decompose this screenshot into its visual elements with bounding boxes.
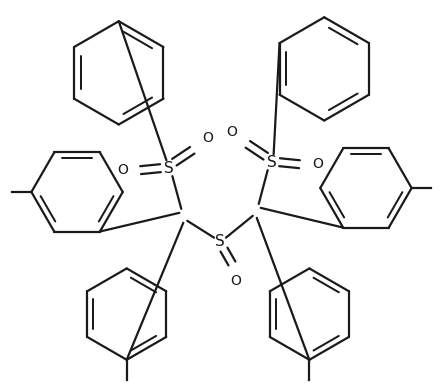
Text: O: O: [312, 157, 323, 171]
Text: S: S: [267, 155, 276, 170]
Text: O: O: [227, 125, 237, 139]
Text: S: S: [163, 161, 173, 176]
Text: O: O: [231, 274, 241, 288]
Text: S: S: [215, 234, 225, 249]
Text: O: O: [117, 163, 128, 177]
Text: O: O: [202, 131, 214, 146]
